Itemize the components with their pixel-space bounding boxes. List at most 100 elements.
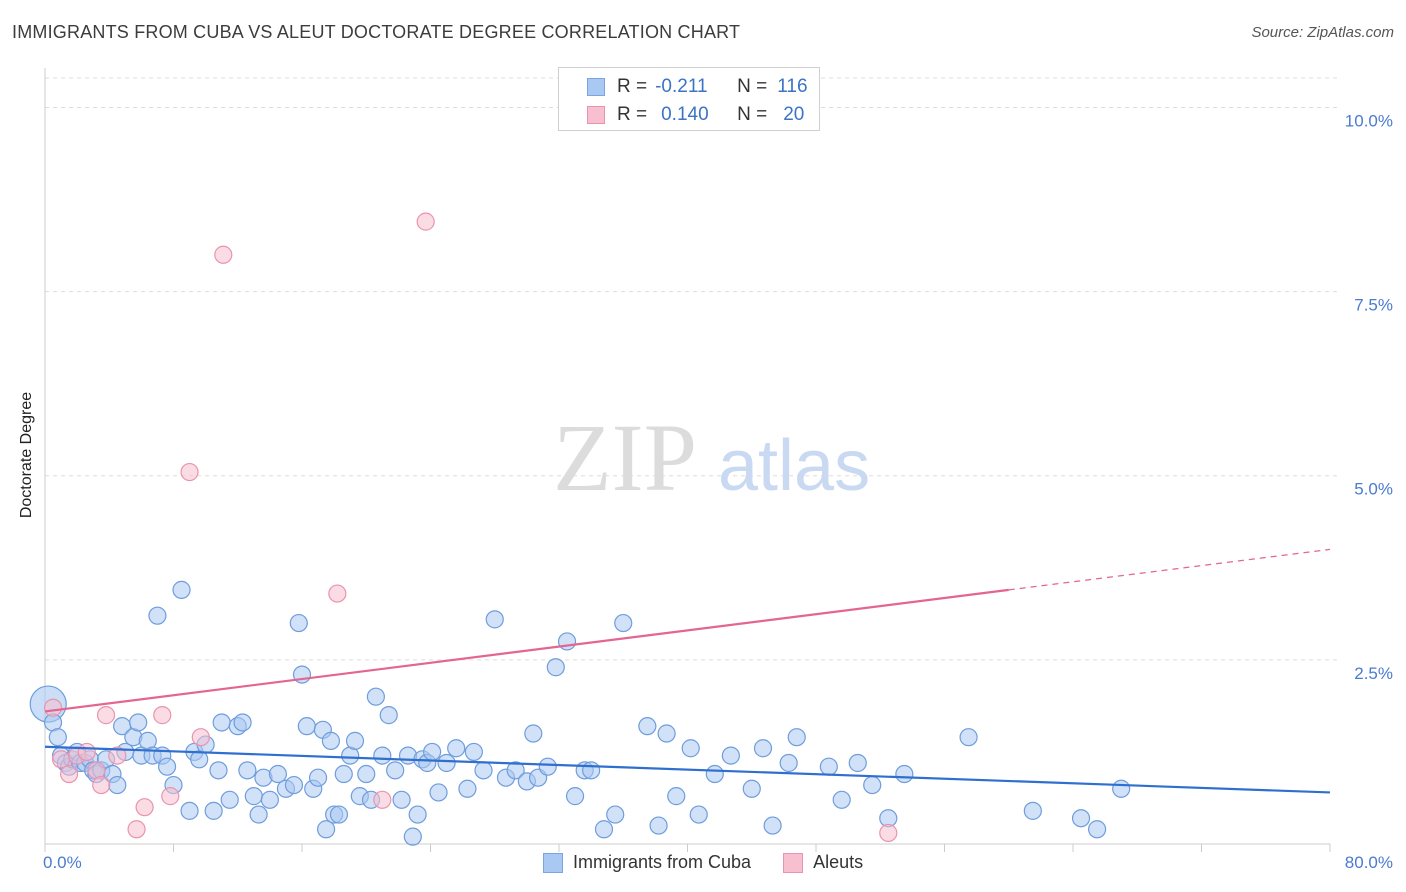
data-point bbox=[127, 820, 146, 839]
x-tick-label: 80.0% bbox=[1345, 853, 1393, 872]
data-point bbox=[108, 746, 127, 765]
data-point bbox=[423, 742, 442, 762]
data-point bbox=[1112, 779, 1131, 798]
legend-n-value: 116 bbox=[777, 76, 808, 97]
data-point bbox=[180, 801, 199, 820]
y-tick-label: 7.5% bbox=[1354, 296, 1393, 315]
legend-row-aleuts: R = 0.140 N = 20 bbox=[559, 100, 804, 130]
data-point bbox=[538, 757, 557, 776]
data-point bbox=[832, 790, 851, 809]
data-point bbox=[863, 775, 882, 795]
data-point bbox=[565, 787, 585, 806]
data-point bbox=[249, 805, 268, 824]
legend-n-label: N = bbox=[737, 104, 768, 125]
data-point bbox=[614, 613, 633, 633]
data-point bbox=[321, 731, 341, 750]
series-legend: Immigrants from Cuba Aleuts bbox=[543, 852, 895, 873]
data-point bbox=[153, 706, 172, 725]
data-point bbox=[742, 779, 761, 798]
data-point bbox=[1023, 801, 1042, 820]
legend-label-aleuts: Aleuts bbox=[813, 852, 864, 872]
trend-lines bbox=[44, 548, 1331, 794]
data-point bbox=[681, 739, 700, 758]
legend-swatch-aleuts bbox=[783, 852, 804, 873]
data-point bbox=[161, 787, 180, 806]
data-point bbox=[43, 698, 63, 717]
source-label: Source: ZipAtlas.com bbox=[1251, 24, 1394, 41]
data-point bbox=[284, 775, 304, 795]
data-point bbox=[48, 728, 67, 747]
legend-n-value: 20 bbox=[783, 104, 805, 125]
chart-title: IMMIGRANTS FROM CUBA VS ALEUT DOCTORATE … bbox=[12, 22, 741, 42]
data-point bbox=[373, 790, 392, 809]
data-point bbox=[408, 805, 427, 824]
watermark-zip: ZIP bbox=[553, 404, 697, 511]
x-tick-label: 0.0% bbox=[43, 853, 82, 872]
legend-swatch-cuba bbox=[587, 78, 605, 96]
data-point bbox=[763, 816, 782, 835]
data-point bbox=[268, 764, 288, 784]
data-point bbox=[297, 717, 316, 736]
data-point bbox=[638, 717, 657, 736]
data-point bbox=[667, 787, 686, 806]
data-point bbox=[357, 764, 376, 784]
data-point bbox=[260, 790, 279, 809]
data-point bbox=[386, 761, 405, 780]
data-point bbox=[959, 728, 978, 747]
data-point bbox=[204, 801, 223, 820]
data-point bbox=[233, 713, 252, 732]
legend-row-cuba: R = -0.211 N = 116 bbox=[559, 72, 808, 102]
data-point bbox=[373, 746, 392, 765]
legend-r-value: -0.211 bbox=[655, 76, 708, 97]
data-point bbox=[316, 820, 336, 839]
data-point bbox=[1071, 809, 1091, 828]
data-point bbox=[485, 610, 504, 629]
data-point bbox=[108, 775, 127, 795]
data-point bbox=[437, 753, 456, 773]
data-point bbox=[289, 613, 308, 633]
data-point bbox=[657, 724, 676, 743]
data-point bbox=[753, 739, 773, 758]
data-point bbox=[366, 687, 385, 706]
data-point bbox=[403, 827, 422, 846]
data-point bbox=[129, 713, 148, 732]
data-point bbox=[220, 790, 239, 809]
data-point bbox=[474, 761, 493, 780]
y-tick-label: 10.0% bbox=[1345, 111, 1393, 130]
data-point bbox=[779, 753, 798, 773]
trend-line-aleuts bbox=[44, 588, 1009, 713]
data-point bbox=[721, 746, 740, 765]
data-point bbox=[429, 783, 448, 802]
data-point bbox=[334, 764, 353, 784]
data-point bbox=[458, 779, 477, 798]
watermark-atlas: atlas bbox=[718, 426, 870, 506]
y-tick-label: 2.5% bbox=[1354, 664, 1393, 683]
legend-swatch-cuba bbox=[543, 852, 563, 873]
data-point bbox=[157, 757, 177, 776]
legend-r-value: 0.140 bbox=[661, 104, 709, 125]
legend-item-cuba: Immigrants from Cuba bbox=[543, 852, 751, 873]
data-point bbox=[787, 728, 806, 747]
data-point bbox=[209, 761, 228, 780]
data-point bbox=[606, 805, 625, 824]
data-point bbox=[329, 805, 349, 824]
data-point bbox=[148, 606, 167, 625]
data-point bbox=[392, 790, 411, 809]
legend-n-label: N = bbox=[737, 76, 768, 97]
data-point bbox=[180, 462, 199, 482]
legend-item-aleuts: Aleuts bbox=[783, 852, 863, 873]
trend-line-aleuts-extension bbox=[1008, 548, 1331, 591]
tick-labels: 2.5% 5.0% 7.5% 10.0% 0.0% 80.0% bbox=[43, 111, 1393, 872]
y-tick-label: 5.0% bbox=[1354, 480, 1393, 499]
data-point bbox=[464, 742, 483, 762]
data-point bbox=[594, 820, 614, 839]
data-point bbox=[416, 212, 435, 231]
data-point bbox=[328, 584, 347, 603]
trend-line-cuba bbox=[44, 745, 1331, 794]
data-point bbox=[379, 706, 398, 725]
data-point bbox=[77, 742, 96, 762]
data-point bbox=[172, 580, 191, 599]
legend-r-label: R = bbox=[617, 104, 648, 125]
data-point bbox=[96, 706, 116, 725]
data-point bbox=[244, 787, 263, 806]
